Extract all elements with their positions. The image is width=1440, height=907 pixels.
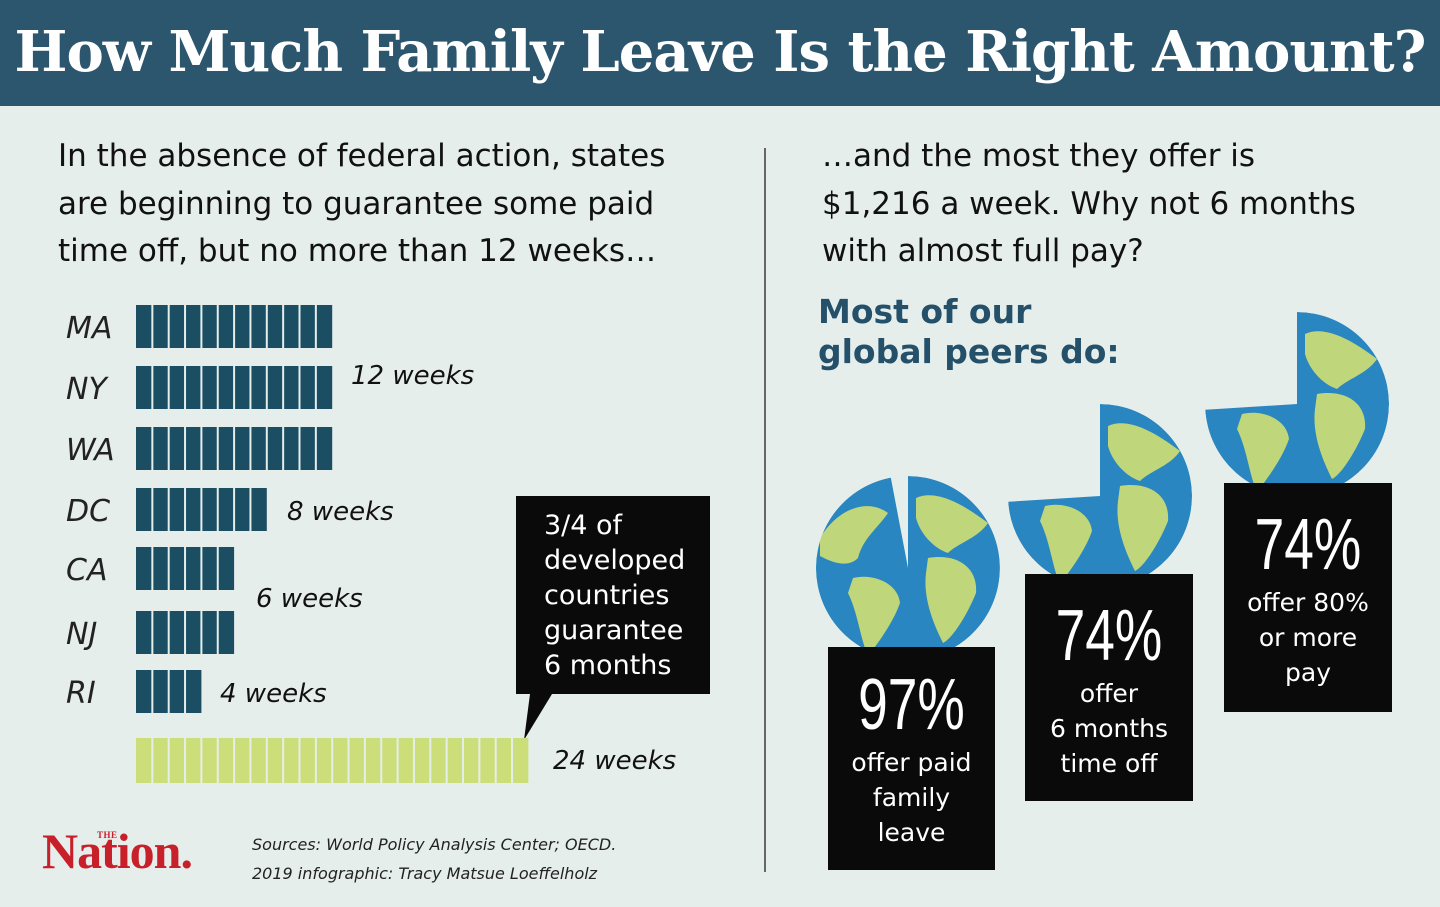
stat-box-eighty-pay: 74% offer 80% or more pay <box>1224 483 1392 712</box>
state-label-ma: MA <box>66 311 112 346</box>
globe-body <box>816 476 1000 660</box>
stat-description: offer 6 months time off <box>1025 676 1193 781</box>
logo-the: THE <box>97 830 118 840</box>
callout-text: 3/4 of developed countries guarantee 6 m… <box>544 508 685 683</box>
land-africa <box>1117 485 1169 571</box>
callout-line: guarantee <box>544 615 684 646</box>
global-peers-subhead: Most of our global peers do: <box>818 292 1120 372</box>
left-intro-text: In the absence of federal action, states… <box>58 133 738 276</box>
globe-ocean <box>1205 312 1389 496</box>
stat-percent: 97% <box>858 665 965 745</box>
stat-line: leave <box>877 818 946 847</box>
sources-line: Sources: World Policy Analysis Center; O… <box>252 835 617 854</box>
left-intro-line: are beginning to guarantee some paid <box>58 185 655 222</box>
value-label: 12 weeks <box>351 361 474 391</box>
globe-body <box>1008 404 1192 588</box>
land-north-america <box>1209 342 1277 400</box>
land-south-america <box>1040 504 1092 584</box>
land-europe <box>1305 331 1377 389</box>
callout-line: 3/4 of <box>544 510 623 541</box>
column-divider <box>764 148 766 872</box>
page-title: How Much Family Leave Is the Right Amoun… <box>14 19 1427 85</box>
stat-box-paid-leave: 97% offer paid family leave <box>828 647 995 870</box>
stat-line: time off <box>1060 749 1158 778</box>
callout-line: countries <box>544 580 670 611</box>
left-intro-line: In the absence of federal action, states <box>58 138 666 174</box>
value-label: 8 weeks <box>287 497 394 527</box>
value-label: 4 weeks <box>220 679 327 709</box>
callout-bubble <box>516 496 710 740</box>
state-bars: MA NY WA DC CA NJ RI 12 weeks 8 weeks 6 weeks 4 we… <box>66 305 676 783</box>
state-label-ca: CA <box>66 553 107 588</box>
right-intro-line: $1,216 a week. Why not 6 months <box>822 185 1356 222</box>
stat-line: offer 80% <box>1247 588 1369 617</box>
subhead-line: Most of our <box>818 292 1032 331</box>
comparison-label: 24 weeks <box>553 746 676 776</box>
callout-line: developed <box>544 545 686 576</box>
stat-line: family <box>872 783 951 812</box>
stat-line: offer paid <box>851 748 972 777</box>
globe-icon <box>816 476 1000 660</box>
stat-box-six-months: 74% offer 6 months time off <box>1025 574 1193 801</box>
subhead-line: global peers do: <box>818 332 1120 371</box>
callout-line: 6 months <box>544 650 672 681</box>
state-label-nj: NJ <box>66 617 97 652</box>
globe-ocean <box>1008 404 1192 588</box>
land-north-america <box>1012 434 1080 492</box>
stat-line: offer <box>1079 679 1139 708</box>
sources-credit: Sources: World Policy Analysis Center; O… <box>252 830 616 888</box>
right-intro-line: with almost full pay? <box>822 233 1144 269</box>
land-south-america <box>1237 412 1289 492</box>
left-intro-line: time off, but no more than 12 weeks… <box>58 233 657 269</box>
nation-logo: Nation. <box>42 823 193 879</box>
land-south-america <box>848 576 900 656</box>
globe-body <box>1205 312 1389 496</box>
stat-percent: 74% <box>1254 505 1362 585</box>
land-north-america <box>820 506 888 564</box>
stat-line: or more <box>1258 623 1358 652</box>
globe-icon <box>1205 312 1389 496</box>
value-label: 6 weeks <box>256 584 363 614</box>
land-africa <box>925 557 977 643</box>
land-africa <box>1314 393 1366 479</box>
header-banner: How Much Family Leave Is the Right Amoun… <box>0 0 1440 106</box>
stat-line: pay <box>1285 658 1331 687</box>
stat-percent: 74% <box>1055 596 1163 676</box>
right-intro-line: …and the most they offer is <box>822 138 1256 174</box>
credit-line: 2019 infographic: Tracy Matsue Loeffelho… <box>252 864 598 883</box>
right-intro-text: …and the most they offer is $1,216 a wee… <box>822 133 1422 276</box>
globe-ocean <box>816 476 1000 660</box>
state-label-dc: DC <box>66 494 110 529</box>
state-label-ny: NY <box>66 372 109 407</box>
stat-description: offer 80% or more pay <box>1224 585 1392 690</box>
state-label-wa: WA <box>66 433 115 468</box>
globe-icon <box>1008 404 1192 588</box>
land-europe <box>1108 423 1180 481</box>
state-label-ri: RI <box>66 676 96 711</box>
land-europe <box>916 495 988 553</box>
stat-line: 6 months <box>1049 714 1169 743</box>
stat-description: offer paid family leave <box>828 745 995 850</box>
